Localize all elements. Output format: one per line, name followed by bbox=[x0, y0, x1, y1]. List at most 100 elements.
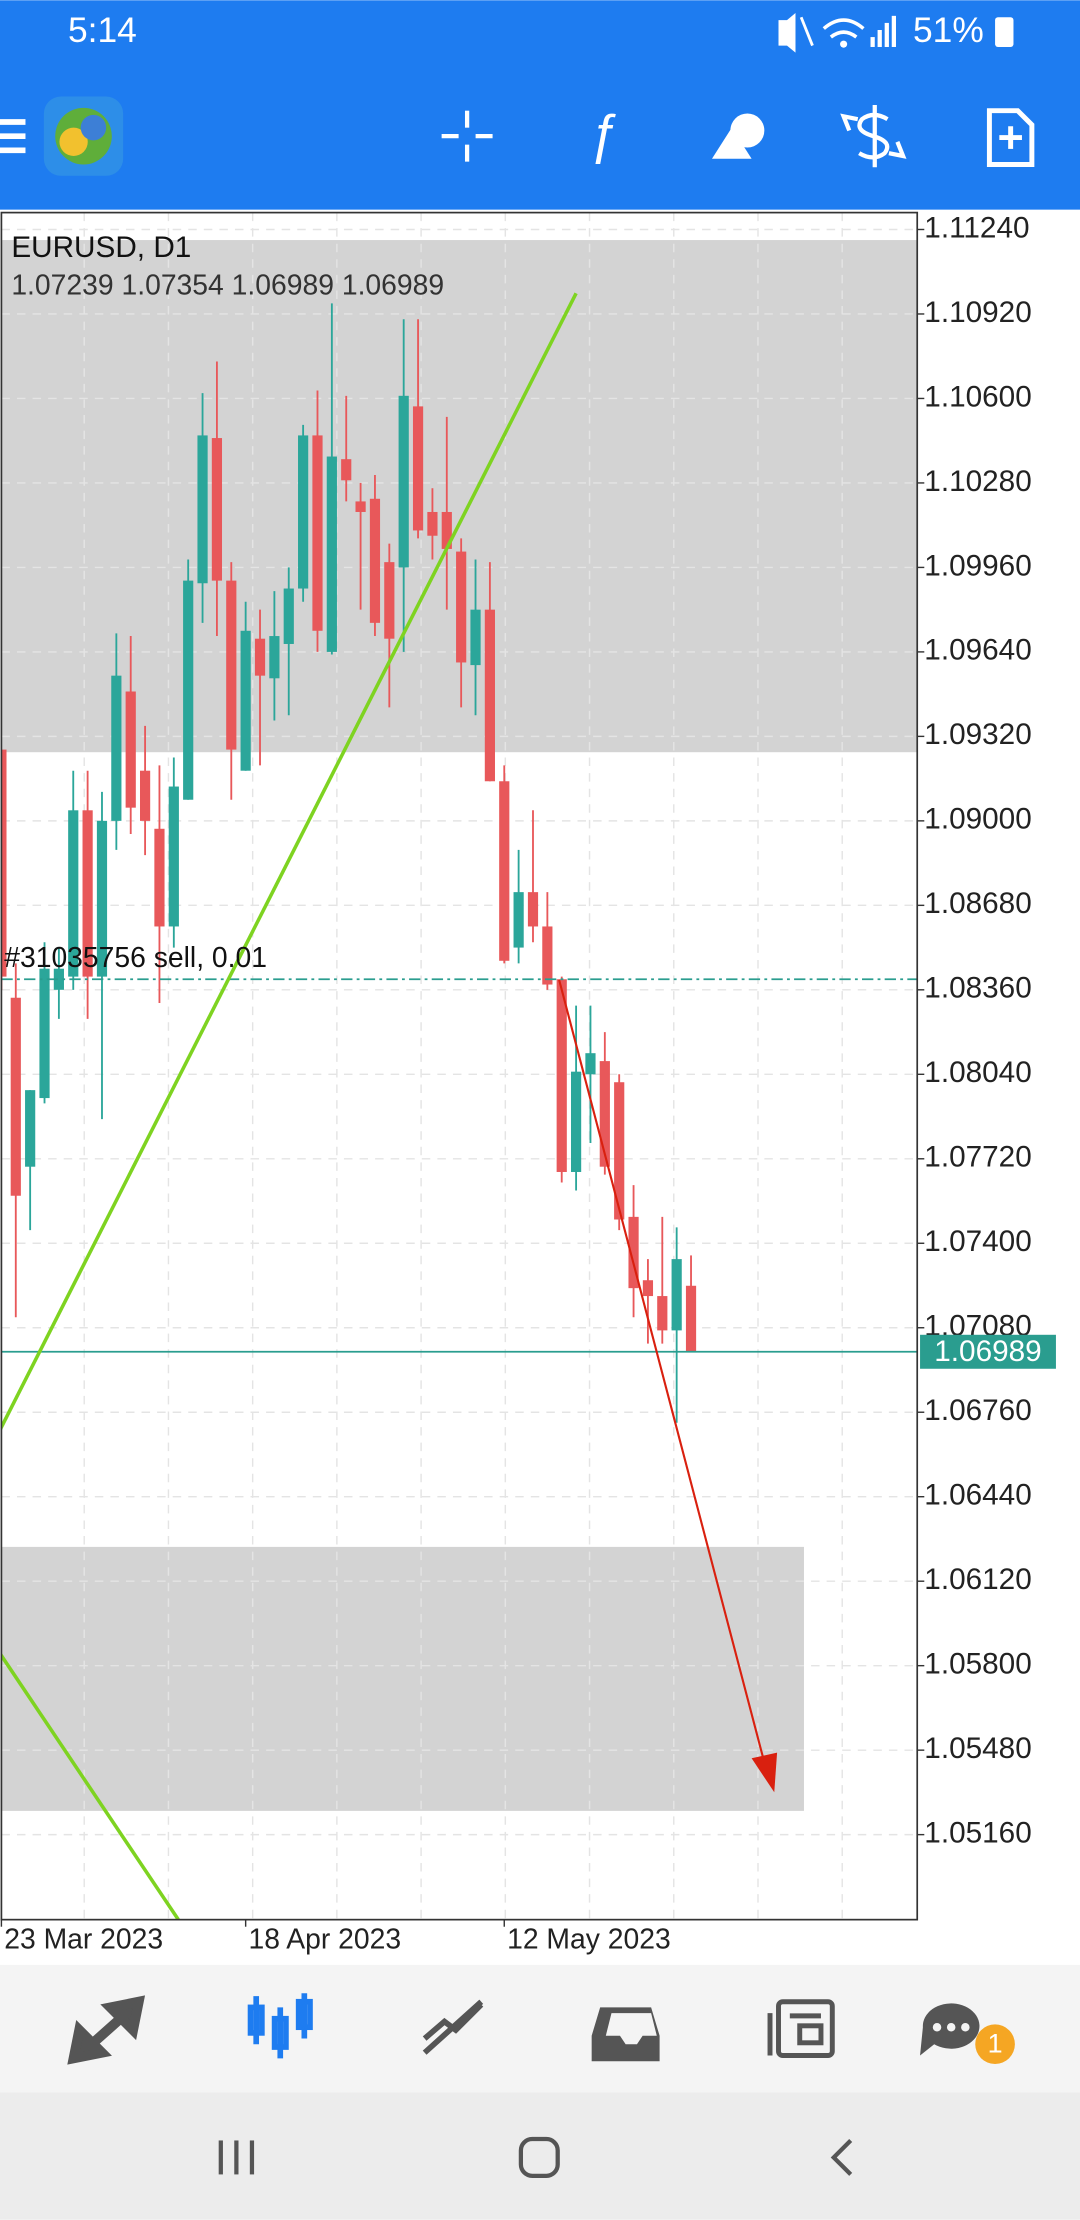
trend-line bbox=[1, 1652, 180, 1920]
bid-label: 1.06989 bbox=[934, 1335, 1041, 1368]
y-tick-label: 1.10920 bbox=[924, 296, 1031, 329]
history-tab[interactable] bbox=[591, 2007, 660, 2062]
x-tick-label: 12 May 2023 bbox=[507, 1922, 671, 1954]
candle-body bbox=[326, 456, 337, 652]
drawing-objects bbox=[1, 292, 778, 1920]
candle-body bbox=[513, 892, 524, 948]
battery-level: 51% bbox=[913, 11, 984, 50]
app-logo[interactable] bbox=[43, 96, 124, 176]
y-tick-label: 1.08360 bbox=[924, 972, 1031, 1005]
bid-label-box bbox=[920, 1334, 1056, 1369]
unread-badge: 1 bbox=[988, 2029, 1003, 2059]
candle-body bbox=[211, 438, 223, 581]
low-value: 1.06989 bbox=[232, 269, 334, 301]
candle-body bbox=[82, 810, 93, 977]
plot-border bbox=[0, 211, 919, 1921]
crosshair-button[interactable] bbox=[441, 110, 493, 162]
candle-body bbox=[585, 1053, 596, 1075]
menu-button[interactable] bbox=[0, 119, 26, 154]
plot bbox=[1, 212, 918, 1920]
objects-button[interactable] bbox=[711, 113, 765, 159]
candle-body bbox=[671, 1259, 682, 1331]
candle-body bbox=[1, 749, 7, 977]
y-tick-label: 1.05800 bbox=[924, 1648, 1031, 1681]
candle-body bbox=[168, 786, 179, 927]
tab-bar bbox=[0, 1964, 1080, 2093]
y-tick-label: 1.09640 bbox=[924, 634, 1031, 667]
y-tick-label: 1.08680 bbox=[924, 887, 1031, 920]
candle-body bbox=[298, 435, 309, 589]
y-tick-label: 1.06120 bbox=[924, 1563, 1031, 1596]
candle-body bbox=[441, 511, 452, 549]
status-time: 5:14 bbox=[68, 11, 137, 50]
y-tick-label: 1.07400 bbox=[924, 1225, 1031, 1258]
x-tick-label: 18 Apr 2023 bbox=[248, 1922, 401, 1954]
candle-body bbox=[10, 997, 21, 1196]
nav-bar bbox=[0, 2092, 1080, 2220]
status-icons bbox=[778, 13, 1014, 53]
candle-body bbox=[369, 498, 381, 623]
candle-body bbox=[341, 459, 352, 481]
candle-body bbox=[642, 1280, 654, 1297]
back-button[interactable] bbox=[830, 2138, 853, 2176]
price-zone bbox=[1, 240, 918, 753]
y-tick-label: 1.09960 bbox=[924, 549, 1031, 582]
candle-body bbox=[125, 691, 136, 808]
overlay: 1.11240 1.10920 1.10600 1.10280 1.09960 1.096… bbox=[0, 211, 1056, 1954]
price-zone bbox=[1, 1546, 804, 1811]
candle-body bbox=[484, 609, 495, 782]
candle-body bbox=[254, 638, 266, 676]
recents-button[interactable] bbox=[218, 2140, 255, 2175]
candle-body bbox=[657, 1296, 668, 1331]
messages-tab[interactable]: 1 bbox=[920, 2003, 1015, 2065]
y-tick-label: 1.11240 bbox=[924, 211, 1029, 244]
candle-body bbox=[412, 406, 424, 531]
candle-body bbox=[240, 630, 251, 771]
high-value: 1.07354 bbox=[121, 269, 223, 301]
indicators-button[interactable]: ƒ bbox=[588, 104, 618, 165]
trade-tab[interactable] bbox=[422, 1999, 484, 2055]
arrow-head bbox=[751, 1752, 778, 1793]
candle-body bbox=[96, 820, 108, 977]
candle-body bbox=[183, 580, 194, 800]
candle-body bbox=[470, 609, 481, 666]
candle-body bbox=[139, 770, 151, 821]
candle-body bbox=[269, 636, 280, 679]
candle-body bbox=[427, 511, 438, 536]
candle-body bbox=[384, 562, 395, 639]
candle-body bbox=[542, 926, 553, 985]
candle-body bbox=[111, 675, 122, 821]
candle-body bbox=[599, 1061, 610, 1167]
y-tick-label: 1.06760 bbox=[924, 1394, 1031, 1427]
quotes-tab[interactable] bbox=[67, 1995, 146, 2065]
news-tab[interactable] bbox=[767, 1999, 835, 2059]
symbol-title: EURUSD, D1 bbox=[11, 231, 191, 264]
candle-body bbox=[628, 1216, 639, 1289]
candle-body bbox=[226, 580, 237, 750]
home-button[interactable] bbox=[518, 2136, 560, 2178]
nav-buttons bbox=[218, 2136, 853, 2178]
x-tick-label: 23 Mar 2023 bbox=[4, 1922, 163, 1954]
y-tick-label: 1.05160 bbox=[924, 1816, 1031, 1849]
candle-body bbox=[527, 892, 539, 927]
new-order-button[interactable] bbox=[986, 108, 1035, 167]
candle-body bbox=[53, 968, 64, 990]
candle-body bbox=[312, 435, 323, 631]
ohlc-readout: 1.07239 1.07354 1.06989 1.06989 bbox=[11, 269, 444, 301]
y-tick-label: 1.09000 bbox=[924, 803, 1031, 836]
arrow-line bbox=[558, 979, 766, 1763]
y-tick-label: 1.06440 bbox=[924, 1479, 1031, 1512]
trade-button[interactable] bbox=[840, 105, 907, 168]
order-label: #31035756 sell, 0.01 bbox=[4, 941, 267, 973]
y-tick-label: 1.10600 bbox=[924, 380, 1031, 413]
candle-body bbox=[499, 781, 510, 961]
y-tick-label: 1.08040 bbox=[924, 1056, 1031, 1089]
candle-body bbox=[456, 551, 467, 663]
candle-body bbox=[25, 1090, 36, 1167]
trend-line bbox=[1, 292, 578, 1431]
chart-tab[interactable] bbox=[247, 1993, 313, 2059]
candle-body bbox=[614, 1082, 625, 1220]
y-tick-label: 1.05480 bbox=[924, 1732, 1031, 1765]
